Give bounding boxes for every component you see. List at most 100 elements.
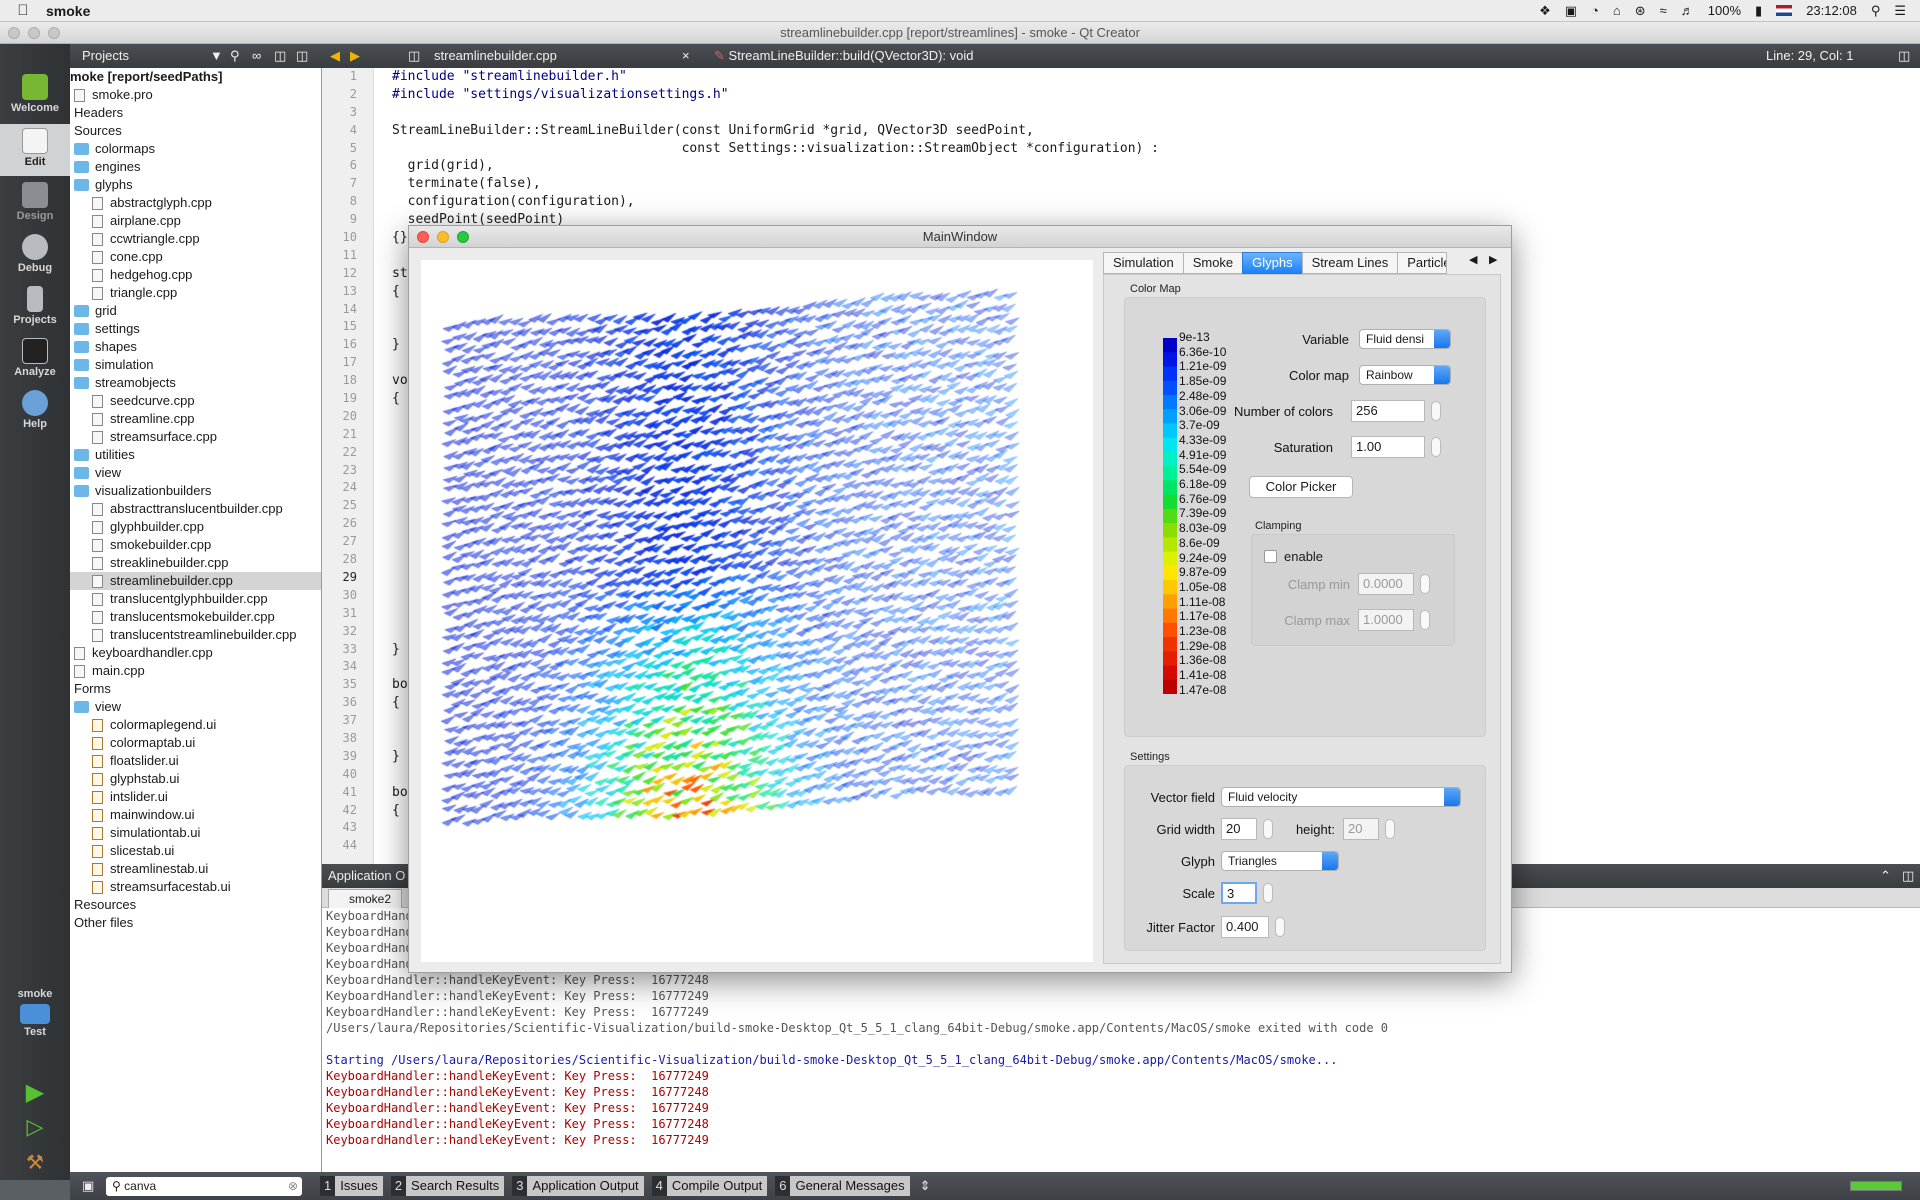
sync-icon[interactable]: ⚲ <box>230 48 240 63</box>
tree-folder[interactable]: settings <box>70 320 321 338</box>
build-button[interactable]: ⚒ <box>0 1150 70 1178</box>
tree-item[interactable]: cone.cpp <box>70 248 321 266</box>
tree-project-root[interactable]: moke [report/seedPaths] <box>70 68 321 86</box>
clock-time[interactable]: 23:12:08 <box>1806 3 1857 18</box>
output-tab-smoke2[interactable]: smoke2 <box>328 889 402 908</box>
zoom-window-button[interactable] <box>457 231 469 243</box>
tree-item[interactable]: streamlinebuilder.cpp <box>70 572 321 590</box>
mode-design[interactable]: Design <box>0 178 70 230</box>
tree-item[interactable]: keyboardhandler.cpp <box>70 644 321 662</box>
close-window-button[interactable] <box>417 231 429 243</box>
run-button[interactable]: ▶ <box>0 1078 70 1108</box>
back-icon[interactable]: ◀ <box>330 48 340 63</box>
tree-folder[interactable]: simulation <box>70 356 321 374</box>
tree-item[interactable]: Resources <box>70 896 321 914</box>
tree-folder[interactable]: view <box>70 464 321 482</box>
tab-glyphs[interactable]: Glyphs <box>1242 252 1303 274</box>
dropbox-icon[interactable]: ❖ <box>1539 2 1551 18</box>
clamp-max-spinbox[interactable]: 1.0000 <box>1358 609 1414 631</box>
tree-folder[interactable]: visualizationbuilders <box>70 482 321 500</box>
volume-icon[interactable]: ♬ <box>1680 3 1694 18</box>
ncolors-spinbox[interactable]: 256 <box>1351 400 1425 422</box>
open-file-combo[interactable]: streamlinebuilder.cpp <box>434 44 684 68</box>
tree-item[interactable]: streamlinestab.ui <box>70 860 321 878</box>
sidebar-toggle-icon[interactable]: ▣ <box>82 1178 95 1193</box>
output-pane-tab[interactable]: 2 Search Results <box>390 1176 505 1196</box>
tree-item[interactable]: abstractglyph.cpp <box>70 194 321 212</box>
tree-item[interactable]: hedgehog.cpp <box>70 266 321 284</box>
tree-item[interactable]: translucentsmokebuilder.cpp <box>70 608 321 626</box>
zoom-window-button[interactable] <box>48 27 60 39</box>
tree-folder[interactable]: grid <box>70 302 321 320</box>
visualization-canvas[interactable] <box>421 260 1093 962</box>
tree-item[interactable]: smokebuilder.cpp <box>70 536 321 554</box>
link-icon[interactable]: ∞ <box>252 48 262 63</box>
tab-scroll-left-icon[interactable]: ◀ <box>1469 254 1478 266</box>
scale-spinbox[interactable]: 3 <box>1221 882 1257 904</box>
spotlight-icon[interactable]: ⚲ <box>1870 2 1881 18</box>
app-menu-name[interactable]: smoke <box>46 2 91 19</box>
tree-item[interactable]: floatslider.ui <box>70 752 321 770</box>
mode-welcome[interactable]: Welcome <box>0 70 70 122</box>
tree-item[interactable]: glyphstab.ui <box>70 770 321 788</box>
close-output-icon[interactable]: ◫ <box>1902 868 1915 883</box>
colormap-select[interactable]: Rainbow <box>1359 365 1451 385</box>
color-picker-button[interactable]: Color Picker <box>1249 476 1353 498</box>
mode-help[interactable]: Help <box>0 386 70 438</box>
apple-icon[interactable]:  <box>0 2 46 19</box>
tree-folder[interactable]: streamobjects <box>70 374 321 392</box>
minimize-window-button[interactable] <box>437 231 449 243</box>
tree-item[interactable]: simulationtab.ui <box>70 824 321 842</box>
ncolors-stepper[interactable] <box>1431 401 1441 421</box>
tree-item[interactable]: colormaplegend.ui <box>70 716 321 734</box>
mode-edit[interactable]: Edit <box>0 124 70 176</box>
filter-icon[interactable]: ▼ <box>210 48 223 63</box>
tree-item[interactable]: Sources <box>70 122 321 140</box>
clamp-min-stepper[interactable] <box>1420 574 1430 594</box>
mode-projects[interactable]: Projects <box>0 282 70 334</box>
close-file-icon[interactable]: × <box>682 48 690 63</box>
close-pane-icon[interactable]: ◫ <box>296 48 309 63</box>
tree-folder[interactable]: shapes <box>70 338 321 356</box>
grid-height-stepper[interactable] <box>1385 819 1395 839</box>
tree-item[interactable]: Other files <box>70 914 321 932</box>
tree-item[interactable]: slicestab.ui <box>70 842 321 860</box>
tree-item[interactable]: seedcurve.cpp <box>70 392 321 410</box>
maximize-pane-icon[interactable]: ⌃ <box>1880 868 1891 883</box>
tree-item[interactable]: smoke.pro <box>70 86 321 104</box>
tree-item[interactable]: streamline.cpp <box>70 410 321 428</box>
tree-item[interactable]: streamsurface.cpp <box>70 428 321 446</box>
tree-item[interactable]: triangle.cpp <box>70 284 321 302</box>
tree-folder[interactable]: utilities <box>70 446 321 464</box>
tab-particle[interactable]: Particle <box>1397 252 1448 274</box>
mode-analyze[interactable]: Analyze <box>0 334 70 386</box>
cursor-position[interactable]: Line: 29, Col: 1 <box>1766 48 1854 63</box>
jitter-factor-stepper[interactable] <box>1275 917 1285 937</box>
tree-item[interactable]: mainwindow.ui <box>70 806 321 824</box>
split-editor-icon[interactable]: ◫ <box>1898 48 1911 63</box>
home-icon[interactable]: ⌂ <box>1612 3 1621 18</box>
tab-simulation[interactable]: Simulation <box>1103 252 1184 274</box>
locator-input[interactable]: ⚲ canva ⊗ <box>106 1176 302 1196</box>
tree-item[interactable]: Forms <box>70 680 321 698</box>
minimize-window-button[interactable] <box>28 27 40 39</box>
tab-scroll-right-icon[interactable]: ▶ <box>1489 254 1498 266</box>
vector-field-select[interactable]: Fluid velocity <box>1221 787 1461 807</box>
battery-icon[interactable]: ▮ <box>1755 2 1763 18</box>
tree-item[interactable]: translucentglyphbuilder.cpp <box>70 590 321 608</box>
tree-item[interactable]: glyphbuilder.cpp <box>70 518 321 536</box>
kit-selector[interactable]: smoke Test <box>0 986 70 1052</box>
tab-smoke[interactable]: Smoke <box>1182 252 1244 274</box>
output-pane-tab[interactable]: 4 Compile Output <box>651 1176 768 1196</box>
wifi-icon[interactable]: ≈ <box>1659 3 1667 18</box>
grid-height-spinbox[interactable]: 20 <box>1343 818 1379 840</box>
scale-stepper[interactable] <box>1263 883 1273 903</box>
tree-item[interactable]: ccwtriangle.cpp <box>70 230 321 248</box>
tree-item[interactable]: streaklinebuilder.cpp <box>70 554 321 572</box>
projects-pane-title[interactable]: Projects <box>82 48 129 63</box>
split-icon[interactable]: ◫ <box>274 48 287 63</box>
mode-debug[interactable]: Debug <box>0 230 70 282</box>
battery-percent[interactable]: 100% <box>1707 3 1742 18</box>
notification-center-icon[interactable]: ☰ <box>1894 2 1906 18</box>
tree-item[interactable]: abstracttranslucentbuilder.cpp <box>70 500 321 518</box>
